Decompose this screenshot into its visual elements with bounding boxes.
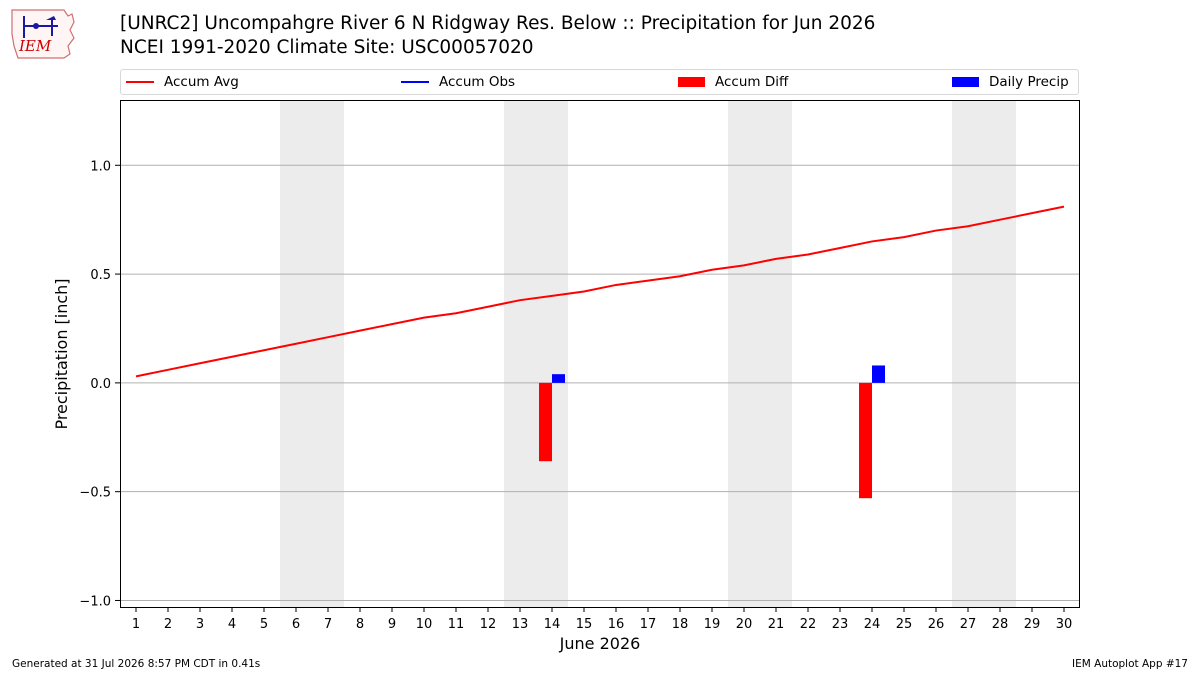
accum-diff-bar (539, 382, 552, 462)
y-tick-label: 0.5 (90, 268, 111, 283)
y-tick-label: −1.0 (79, 594, 111, 609)
x-tick-label: 24 (864, 617, 881, 632)
x-tick-label: 1 (132, 617, 140, 632)
title-line-2: NCEI 1991-2020 Climate Site: USC00057020 (120, 37, 534, 58)
y-tick-label: −0.5 (79, 486, 111, 501)
title-line-1: [UNRC2] Uncompahgre River 6 N Ridgway Re… (120, 13, 876, 34)
legend-item-daily-precip: Daily Precip (952, 70, 1069, 94)
y-axis-label: Precipitation [inch] (52, 278, 71, 429)
x-tick-label: 28 (992, 617, 1009, 632)
x-tick-label: 19 (704, 617, 721, 632)
legend-label-daily-precip: Daily Precip (989, 74, 1069, 90)
x-tick-label: 2 (164, 617, 172, 632)
x-tick-label: 15 (576, 617, 593, 632)
accum-diff-bar (859, 382, 872, 499)
x-tick-label: 13 (512, 617, 529, 632)
plot-frame (120, 100, 1080, 608)
x-tick-label: 14 (544, 617, 561, 632)
x-tick-label: 27 (960, 617, 977, 632)
weekend-shading (280, 100, 1016, 607)
legend-swatch-accum-avg (126, 81, 154, 83)
footer-generated: Generated at 31 Jul 2026 8:57 PM CDT in … (12, 658, 261, 670)
x-tick-label: 6 (292, 617, 300, 632)
series-lines (135, 205, 1065, 378)
x-tick-label: 29 (1024, 617, 1041, 632)
chart-title: [UNRC2] Uncompahgre River 6 N Ridgway Re… (120, 12, 875, 60)
x-tick-label: 11 (448, 617, 465, 632)
daily-precip-bar (872, 365, 885, 383)
weekend-band-3 (728, 100, 792, 607)
x-tick-label: 26 (928, 617, 945, 632)
legend-item-accum-obs: Accum Obs (401, 70, 515, 94)
x-tick-label: 9 (388, 617, 396, 632)
legend-label-accum-avg: Accum Avg (164, 74, 239, 90)
weekend-band-4 (952, 100, 1016, 607)
y-tick-label: 1.0 (90, 159, 111, 174)
logo-text: IEM (18, 37, 52, 55)
x-tick-label: 22 (800, 617, 817, 632)
x-tick-label: 5 (260, 617, 268, 632)
legend-label-accum-diff: Accum Diff (715, 74, 789, 90)
x-tick-label: 25 (896, 617, 913, 632)
weekend-band-1 (280, 100, 344, 607)
legend-swatch-accum-diff (678, 77, 705, 87)
chart-legend: Accum Avg Accum Obs Accum Diff Daily Pre… (120, 69, 1079, 95)
x-axis-label: June 2026 (559, 634, 641, 653)
legend-label-accum-obs: Accum Obs (439, 74, 516, 90)
legend-item-accum-avg: Accum Avg (126, 70, 239, 94)
x-tick-label: 16 (608, 617, 625, 632)
legend-item-accum-diff: Accum Diff (678, 70, 788, 94)
x-tick-label: 23 (832, 617, 849, 632)
y-axis: −1.0 −0.5 0.0 0.5 1.0 (79, 159, 120, 609)
x-tick-label: 4 (228, 617, 236, 632)
x-tick-label: 30 (1056, 617, 1073, 632)
y-tick-label: 0.0 (90, 377, 111, 392)
iem-logo: IEM (11, 9, 75, 59)
x-tick-label: 17 (640, 617, 657, 632)
x-tick-label: 7 (324, 617, 332, 632)
x-tick-label: 8 (356, 617, 364, 632)
x-tick-label: 18 (672, 617, 689, 632)
x-tick-label: 20 (736, 617, 753, 632)
x-axis: 1 2 3 4 5 6 7 8 9 10 11 12 13 14 15 16 17 18 19 20 21 22 23 24 2… (132, 607, 1072, 632)
daily-precip-bar (552, 374, 565, 383)
accum-avg-line (135, 205, 1065, 378)
legend-swatch-accum-obs (401, 81, 429, 83)
legend-swatch-daily-precip (952, 77, 979, 87)
x-tick-label: 21 (768, 617, 785, 632)
grid-lines (120, 164, 1079, 601)
x-tick-label: 12 (480, 617, 497, 632)
x-tick-label: 10 (416, 617, 433, 632)
x-tick-label: 3 (196, 617, 204, 632)
weekend-band-2 (504, 100, 568, 607)
footer-app-id: IEM Autoplot App #17 (1072, 658, 1188, 670)
bars (539, 365, 885, 499)
